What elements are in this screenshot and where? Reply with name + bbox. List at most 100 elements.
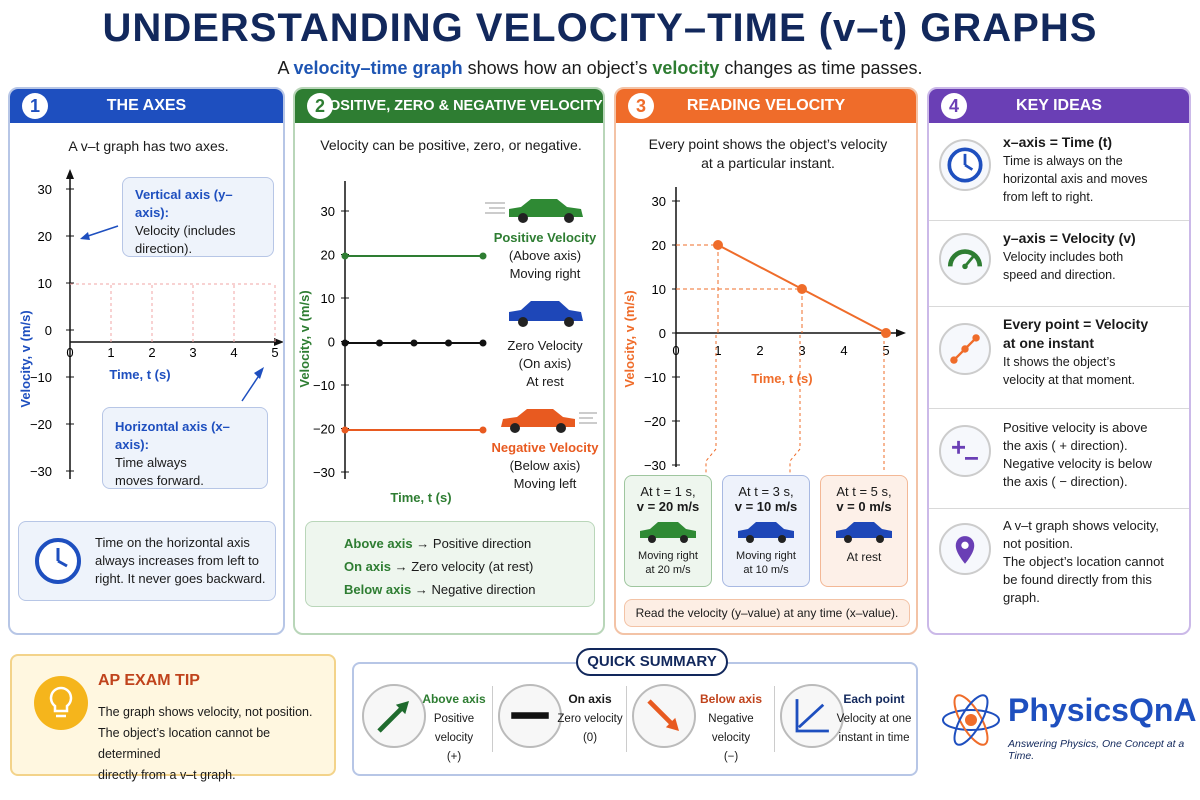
arrowhead bbox=[254, 367, 264, 379]
y-tick-label: 10 bbox=[321, 291, 335, 306]
y-tick-label: 0 bbox=[328, 335, 335, 350]
key-idea-item: A v–t graph shows velocity, not position.… bbox=[929, 509, 1189, 629]
reading-velocity-graph: Velocity, v (m/s) 30 20 10 0 −10 −20 −30 0 1 2 3 4 5… bbox=[622, 187, 906, 473]
data-point bbox=[479, 252, 487, 260]
panel-velocity-sign: 2 POSITIVE, ZERO & NEGATIVE VELOCITY Vel… bbox=[293, 87, 605, 635]
y-tick-label: −10 bbox=[30, 370, 52, 385]
x-tick-label: 4 bbox=[230, 345, 237, 360]
data-point bbox=[376, 339, 383, 347]
y-tick-label: 10 bbox=[38, 276, 52, 291]
quick-summary-title: QUICK SUMMARY bbox=[576, 648, 728, 676]
x-tick-label: 3 bbox=[189, 345, 196, 360]
car-blue-icon bbox=[738, 522, 794, 543]
arrow-up-right-icon bbox=[362, 684, 426, 748]
lightbulb-icon bbox=[34, 676, 88, 730]
data-point bbox=[881, 328, 891, 338]
page-title: UNDERSTANDING VELOCITY–TIME (v–t) GRAPHS bbox=[102, 6, 1098, 50]
positive-velocity-label: Positive Velocity bbox=[493, 230, 597, 245]
y-tick-label: −30 bbox=[644, 458, 666, 473]
atom-logo-icon bbox=[942, 694, 1000, 746]
y-axis-label: Velocity, v (m/s) bbox=[18, 310, 33, 407]
data-point bbox=[341, 339, 349, 347]
y-axis-label: Velocity, v (m/s) bbox=[622, 290, 637, 387]
ap-exam-tip: AP EXAM TIP The graph shows velocity, no… bbox=[10, 654, 336, 782]
tip-title: AP EXAM TIP bbox=[98, 672, 200, 689]
data-point bbox=[713, 240, 723, 250]
velocity-sign-graph: Velocity, v (m/s) 30 20 10 0 −10 −20 −30 Time,… bbox=[297, 181, 597, 505]
brand-name: PhysicsQnA bbox=[1008, 692, 1197, 728]
plus-minus-icon bbox=[939, 425, 991, 477]
panel-reading-velocity-intro: Every point shows the object’s velocity a… bbox=[648, 136, 888, 171]
reading-box-t5: At t = 5 s, v = 0 m/s At rest bbox=[820, 475, 908, 587]
data-point bbox=[445, 339, 452, 347]
reading-box-t3: At t = 3 s, v = 10 m/s Moving right at 1… bbox=[722, 475, 810, 587]
x-axis-label: Time, t (s) bbox=[109, 367, 170, 382]
y-tick-label: 20 bbox=[321, 248, 335, 263]
panel-number: 4 bbox=[941, 93, 967, 119]
page-subtitle: A velocity–time graph shows how an objec… bbox=[277, 58, 923, 78]
data-point bbox=[479, 426, 487, 434]
y-tick-label: −10 bbox=[644, 370, 666, 385]
y-tick-label: −30 bbox=[313, 465, 335, 480]
x-tick-label: 0 bbox=[66, 345, 73, 360]
y-tick-label: −10 bbox=[313, 378, 335, 393]
y-tick-label: −20 bbox=[313, 422, 335, 437]
negative-velocity-label: Negative Velocity bbox=[491, 440, 599, 455]
car-blue-icon bbox=[836, 522, 892, 543]
panel-axes-header: 1 THE AXES bbox=[10, 89, 283, 123]
summary-items: Above axis Positive velocity (+) On axis Ze… bbox=[358, 682, 914, 763]
horizontal-axis-callout: Horizontal axis (x–axis): Time always mo… bbox=[102, 407, 268, 489]
panel-key-ideas-title: KEY IDEAS bbox=[1016, 97, 1102, 114]
minus-icon bbox=[498, 684, 562, 748]
panel-reading-velocity-title: READING VELOCITY bbox=[686, 97, 846, 114]
axes-graph: Velocity, v (m/s) 30 20 10 0 −10 −20 −30 0 1 2 3 4 5… bbox=[18, 169, 283, 479]
legend-row: Below axis → Negative direction bbox=[344, 582, 536, 597]
y-tick-label: 30 bbox=[652, 194, 666, 209]
panel-velocity-sign-header: 2 POSITIVE, ZERO & NEGATIVE VELOCITY bbox=[295, 89, 603, 123]
x-axis-arrowhead bbox=[896, 329, 906, 337]
x-tick-label: 3 bbox=[798, 343, 805, 358]
leader-line bbox=[705, 335, 717, 473]
reading-box-t1: At t = 1 s, v = 20 m/s Moving right at 2… bbox=[624, 475, 712, 587]
brand-tagline: Answering Physics, One Concept at a Time… bbox=[1008, 738, 1185, 762]
car-blue-icon bbox=[509, 301, 583, 327]
speedometer-icon bbox=[939, 233, 991, 285]
x-axis-label: Time, t (s) bbox=[751, 371, 812, 386]
y-tick-label: −20 bbox=[644, 414, 666, 429]
y-tick-label: 0 bbox=[659, 326, 666, 341]
x-tick-label: 2 bbox=[148, 345, 155, 360]
arrow-down-right-icon bbox=[632, 684, 696, 748]
panel-velocity-sign-intro: Velocity can be positive, zero, or negat… bbox=[320, 137, 582, 153]
data-point bbox=[410, 339, 418, 347]
y-tick-label: −30 bbox=[30, 464, 52, 479]
data-point bbox=[341, 426, 349, 434]
panel-reading-velocity-header: 3 READING VELOCITY bbox=[616, 89, 916, 123]
vertical-axis-callout: Vertical axis (y–axis): Velocity (includ… bbox=[122, 177, 274, 257]
zero-velocity-label: Zero Velocity bbox=[507, 338, 583, 353]
leader-line bbox=[789, 335, 801, 473]
data-point bbox=[341, 252, 349, 260]
x-tick-label: 4 bbox=[840, 343, 847, 358]
y-tick-label: 30 bbox=[38, 182, 52, 197]
x-tick-label: 5 bbox=[882, 343, 889, 358]
x-tick-label: 2 bbox=[756, 343, 763, 358]
direction-legend: Above axis → Positive direction On axis … bbox=[305, 521, 595, 607]
data-point bbox=[797, 284, 807, 294]
y-tick-label: 20 bbox=[652, 238, 666, 253]
x-tick-label: 1 bbox=[714, 343, 721, 358]
y-tick-label: 20 bbox=[38, 229, 52, 244]
x-axis-label: Time, t (s) bbox=[390, 490, 451, 505]
key-idea-item: Every point = Velocity at one instant It s… bbox=[929, 307, 1189, 409]
x-tick-label: 0 bbox=[672, 343, 679, 358]
panel-reading-velocity: 3 READING VELOCITY Every point shows the… bbox=[614, 87, 918, 635]
y-tick-label: 30 bbox=[321, 204, 335, 219]
key-idea-item: y–axis = Velocity (v) Velocity includes b… bbox=[929, 221, 1189, 307]
legend-row: On axis → Zero velocity (at rest) bbox=[344, 559, 534, 574]
panel-number: 3 bbox=[628, 93, 654, 119]
panel-axes-title: THE AXES bbox=[106, 97, 187, 114]
clock-icon bbox=[35, 538, 81, 584]
graph-line-icon bbox=[780, 684, 844, 748]
y-tick-label: −20 bbox=[30, 417, 52, 432]
panel-number: 1 bbox=[22, 93, 48, 119]
legend-row: Above axis → Positive direction bbox=[344, 536, 532, 551]
